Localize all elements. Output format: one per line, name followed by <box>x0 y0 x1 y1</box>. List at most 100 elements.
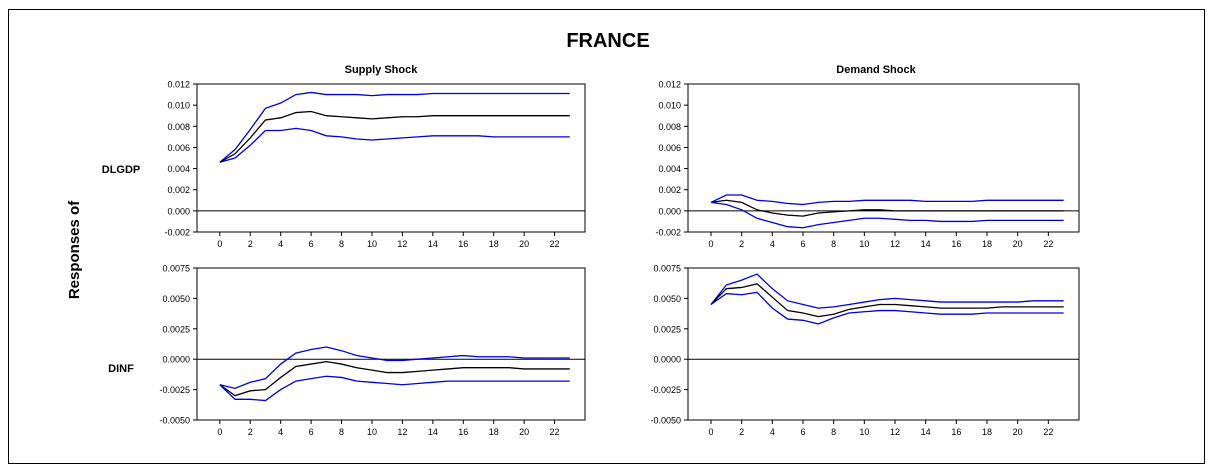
x-tick-label: 12 <box>397 427 407 437</box>
x-tick-label: 10 <box>367 427 377 437</box>
series-line-upper <box>710 273 1064 309</box>
x-tick-label: 14 <box>921 239 931 249</box>
x-tick-label: 0 <box>217 239 222 249</box>
series-line-upper <box>219 91 570 163</box>
figure-frame <box>8 9 1205 464</box>
series-line-response <box>710 283 1064 318</box>
plot-frame <box>687 267 1080 421</box>
y-tick-label: 0.010 <box>658 101 681 111</box>
series-line-upper <box>710 194 1064 206</box>
y-tick-label: 0.006 <box>658 143 681 153</box>
x-tick-label: 6 <box>309 239 314 249</box>
x-tick-label: 22 <box>550 239 560 249</box>
x-tick-label: 18 <box>489 427 499 437</box>
x-tick-label: 20 <box>1013 427 1023 437</box>
x-tick-label: 2 <box>248 427 253 437</box>
figure-title: FRANCE <box>566 30 649 52</box>
series-line-response <box>219 110 570 163</box>
x-tick-label: 12 <box>890 239 900 249</box>
y-tick-label: -0.0050 <box>159 416 190 426</box>
y-tick-label: 0.0025 <box>653 324 681 334</box>
series-line-lower <box>710 291 1064 325</box>
x-tick-label: 20 <box>519 239 529 249</box>
y-tick-label: 0.008 <box>167 122 190 132</box>
series-line-lower <box>219 127 570 163</box>
x-tick-label: 4 <box>770 239 775 249</box>
series-line-lower <box>219 375 570 402</box>
series-line-lower <box>710 201 1064 229</box>
x-tick-label: 18 <box>982 239 992 249</box>
panel-2: -0.0050 -0.0025 0.0000 0.0025 0.0050 0.0075 0 2… <box>159 264 586 437</box>
x-tick-label: 16 <box>458 239 468 249</box>
x-tick-label: 6 <box>309 427 314 437</box>
x-tick-label: 4 <box>278 427 283 437</box>
y-tick-label: 0.0000 <box>653 355 681 365</box>
plot-frame <box>687 83 1080 233</box>
plot-frame <box>196 267 586 421</box>
x-tick-label: 18 <box>982 427 992 437</box>
y-tick-label: 0.0075 <box>162 264 190 274</box>
x-tick-label: 16 <box>951 427 961 437</box>
y-tick-label: -0.002 <box>655 228 681 238</box>
col-title-supply-shock: Supply Shock <box>345 64 419 76</box>
x-tick-label: 0 <box>708 239 713 249</box>
series-line-response <box>710 199 1064 217</box>
x-tick-label: 8 <box>339 427 344 437</box>
x-tick-label: 18 <box>489 239 499 249</box>
y-tick-label: -0.002 <box>164 228 190 238</box>
y-tick-label: 0.010 <box>167 101 190 111</box>
y-tick-label: -0.0025 <box>650 385 681 395</box>
x-tick-label: 16 <box>458 427 468 437</box>
series-line-response <box>219 360 570 397</box>
x-tick-label: 20 <box>519 427 529 437</box>
y-tick-label: 0.012 <box>167 80 190 90</box>
plot-frame <box>196 83 586 233</box>
panel-0: -0.002 0.000 0.002 0.004 0.006 0.008 0.010 0.01… <box>164 80 586 249</box>
y-tick-label: 0.002 <box>167 185 190 195</box>
x-tick-label: 14 <box>428 427 438 437</box>
col-title-demand-shock: Demand Shock <box>836 64 916 76</box>
y-tick-label: 0.012 <box>658 80 681 90</box>
y-tick-label: -0.0025 <box>159 385 190 395</box>
x-tick-label: 2 <box>739 427 744 437</box>
y-side-label: Responses of <box>66 200 83 299</box>
row-label-dlgdp: DLGDP <box>102 164 141 176</box>
y-tick-label: 0.000 <box>658 206 681 216</box>
x-tick-label: 2 <box>248 239 253 249</box>
y-tick-label: 0.002 <box>658 185 681 195</box>
x-tick-label: 14 <box>921 427 931 437</box>
x-tick-label: 8 <box>831 427 836 437</box>
y-tick-label: 0.000 <box>167 206 190 216</box>
x-tick-label: 22 <box>1043 239 1053 249</box>
panel-1: -0.002 0.000 0.002 0.004 0.006 0.008 0.010 0.01… <box>655 80 1080 249</box>
x-tick-label: 14 <box>428 239 438 249</box>
x-tick-label: 0 <box>708 427 713 437</box>
chart-panels: -0.002 0.000 0.002 0.004 0.006 0.008 0.010 0.01… <box>159 80 1080 437</box>
x-tick-label: 2 <box>739 239 744 249</box>
x-tick-label: 10 <box>367 239 377 249</box>
y-tick-label: 0.0050 <box>162 294 190 304</box>
x-tick-label: 6 <box>800 427 805 437</box>
panel-3: -0.0050 -0.0025 0.0000 0.0025 0.0050 0.0075 0 2… <box>650 264 1080 437</box>
y-tick-label: 0.0050 <box>653 294 681 304</box>
y-tick-label: 0.004 <box>167 164 190 174</box>
x-tick-label: 12 <box>890 427 900 437</box>
x-tick-label: 10 <box>859 427 869 437</box>
x-tick-label: 10 <box>859 239 869 249</box>
x-tick-label: 4 <box>770 427 775 437</box>
y-tick-label: 0.008 <box>658 122 681 132</box>
y-tick-label: 0.006 <box>167 143 190 153</box>
x-tick-label: 6 <box>800 239 805 249</box>
y-tick-label: -0.0050 <box>650 416 681 426</box>
y-tick-label: 0.0025 <box>162 324 190 334</box>
x-tick-label: 12 <box>397 239 407 249</box>
x-tick-label: 4 <box>278 239 283 249</box>
x-tick-label: 8 <box>339 239 344 249</box>
row-label-dinf: DINF <box>108 363 134 375</box>
x-tick-label: 0 <box>217 427 222 437</box>
x-tick-label: 22 <box>550 427 560 437</box>
y-tick-label: 0.0075 <box>653 264 681 274</box>
x-tick-label: 20 <box>1013 239 1023 249</box>
y-tick-label: 0.0000 <box>162 355 190 365</box>
